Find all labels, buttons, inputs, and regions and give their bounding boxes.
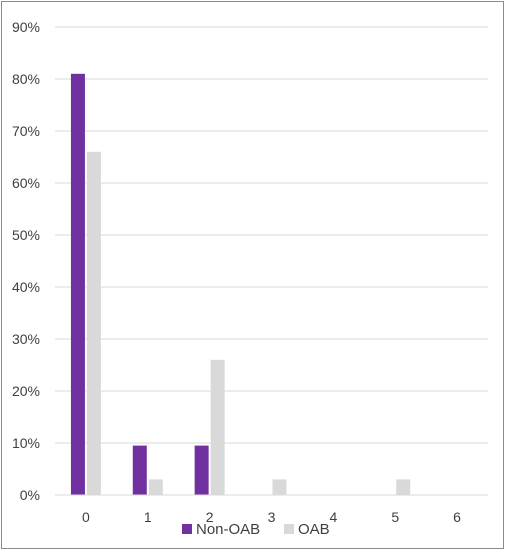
x-axis-tick-labels: 0 1 2 3 4 5 6 xyxy=(82,509,461,525)
x-tick-label: 3 xyxy=(268,509,276,525)
bar-non-oab-0 xyxy=(70,73,85,496)
legend-swatch-non-oab xyxy=(182,524,192,534)
y-tick-label: 60% xyxy=(12,175,40,191)
bars xyxy=(70,73,411,496)
y-axis-tick-labels: 0% 10% 20% 30% 40% 50% 60% 70% 80% 90% xyxy=(12,19,40,503)
bar-non-oab-2 xyxy=(194,445,209,495)
x-tick-label: 2 xyxy=(206,509,214,525)
legend-label: OAB xyxy=(298,521,330,538)
y-tick-label: 80% xyxy=(12,71,40,87)
legend-swatch-oab xyxy=(284,524,294,534)
x-tick-label: 4 xyxy=(329,509,337,525)
bar-oab-0 xyxy=(86,151,101,496)
y-tick-label: 40% xyxy=(12,279,40,295)
x-tick-label: 6 xyxy=(453,509,461,525)
legend: Non-OAB OAB xyxy=(182,521,330,538)
y-tick-label: 50% xyxy=(12,227,40,243)
y-tick-label: 30% xyxy=(12,331,40,347)
legend-label: Non-OAB xyxy=(196,521,260,538)
bar-non-oab-1 xyxy=(132,445,147,495)
y-tick-label: 0% xyxy=(20,487,40,503)
y-tick-label: 10% xyxy=(12,435,40,451)
y-tick-label: 90% xyxy=(12,19,40,35)
y-tick-label: 20% xyxy=(12,383,40,399)
y-tick-label: 70% xyxy=(12,123,40,139)
x-tick-label: 1 xyxy=(144,509,152,525)
bar-oab-5 xyxy=(396,479,411,495)
bar-oab-2 xyxy=(210,359,225,495)
gridlines xyxy=(55,26,488,444)
x-tick-label: 5 xyxy=(391,509,399,525)
bar-oab-3 xyxy=(272,479,287,495)
x-tick-label: 0 xyxy=(82,509,90,525)
bar-oab-1 xyxy=(148,479,163,495)
